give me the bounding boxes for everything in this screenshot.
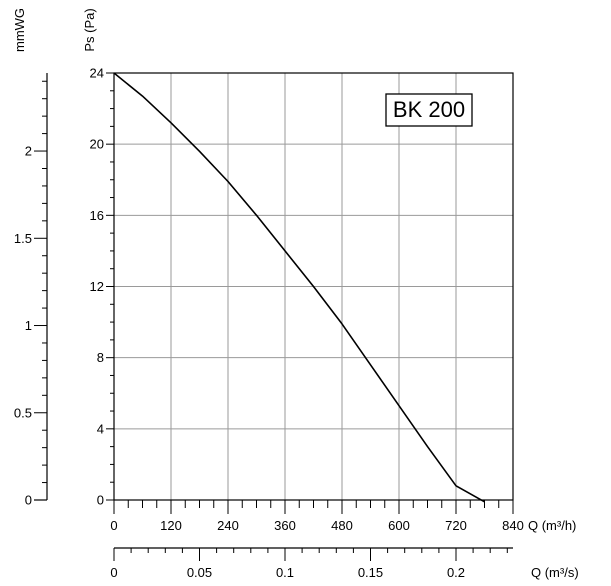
x-tick-label: 360 — [274, 518, 296, 533]
secondary-y-tick-label: 0.5 — [14, 405, 32, 420]
y-tick-label: 16 — [90, 208, 104, 223]
y-tick-label: 12 — [90, 279, 104, 294]
secondary-y-tick-label: 2 — [25, 144, 32, 159]
series-group — [113, 72, 485, 503]
plot-frame-group: 0 4 8 12 16 20 24 — [90, 66, 514, 508]
x-tick-label: 720 — [445, 518, 467, 533]
secondary-x-tick-label: 0.15 — [358, 565, 383, 580]
secondary-y-axis: 0 0.5 1 1.5 2 — [14, 73, 48, 508]
grid — [114, 73, 513, 500]
secondary-x-axis: 0 0.05 0.1 0.15 0.2 — [110, 547, 513, 580]
secondary-y-tick-label: 1.5 — [14, 231, 32, 246]
y-tick-label: 0 — [97, 493, 104, 508]
secondary-x-tick-label: 0.05 — [187, 565, 212, 580]
secondary-y-tick-label: 0 — [25, 493, 32, 508]
y-tick-label: 24 — [90, 66, 104, 81]
x-tick-label: 840 — [502, 518, 524, 533]
x-tick-label: 0 — [110, 518, 117, 533]
y-tick-label: 4 — [97, 421, 104, 436]
title-frame — [385, 93, 473, 127]
secondary-x-axis-label: Q (m³/s) — [531, 565, 579, 580]
x-tick-label: 240 — [217, 518, 239, 533]
secondary-x-tick-label: 0.2 — [447, 565, 465, 580]
secondary-y-axis-label: mmWG — [12, 8, 27, 52]
y-axis-label: Ps (Pa) — [82, 8, 97, 51]
secondary-x-tick-label: 0.1 — [276, 565, 294, 580]
chart-title-box: BK 200 — [385, 93, 473, 127]
series-line — [113, 72, 485, 503]
x-tick-label: 120 — [160, 518, 182, 533]
x-axis-label: Q (m³/h) — [528, 518, 576, 533]
chart-title: BK 200 — [393, 97, 465, 122]
primary-x-axis: 0 120 240 360 480 600 720 840 — [110, 500, 524, 533]
y-tick-label: 20 — [90, 137, 104, 152]
secondary-x-tick-label: 0 — [110, 565, 117, 580]
x-tick-label: 600 — [388, 518, 410, 533]
x-tick-label: 480 — [331, 518, 353, 533]
y-tick-label: 8 — [97, 350, 104, 365]
secondary-y-tick-label: 1 — [25, 318, 32, 333]
